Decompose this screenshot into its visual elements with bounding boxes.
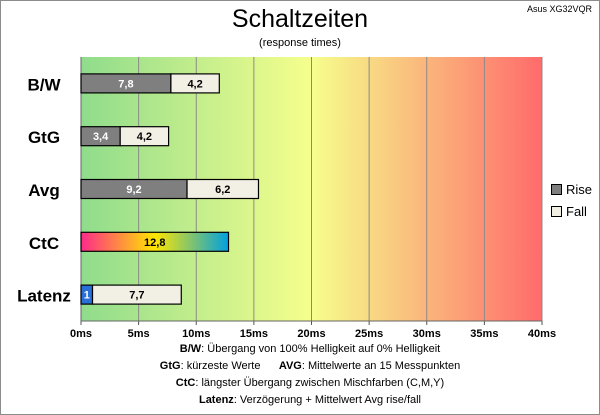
chart-title: Schaltzeiten (231, 5, 369, 33)
bar-fall-avg (186, 178, 260, 200)
data-label-fall-b-w: 4,2 (187, 78, 202, 90)
bar-rise-ctc (80, 231, 230, 252)
x-tick-label: 20ms (297, 328, 325, 340)
legend-item-rise: Rise (551, 178, 592, 200)
data-label-rise-avg: 9,2 (126, 184, 141, 196)
note-bw: B/W: Übergang von 100% Helligkeit auf 0%… (179, 343, 441, 355)
data-label-rise-b-w: 7,8 (118, 78, 133, 90)
x-tick-label: 30ms (413, 328, 441, 340)
bar-fall-gtg (119, 126, 170, 147)
x-tick-label: 5ms (128, 328, 150, 340)
legend-swatch-rise (551, 183, 562, 195)
x-tick-label: 10ms (182, 328, 210, 340)
legend-swatch-fall (551, 205, 562, 217)
data-label-fall-avg: 6,2 (215, 184, 230, 196)
category-label-b-w: B/W (27, 75, 61, 94)
data-label-rise-gtg: 3,4 (93, 131, 109, 143)
bar-fall-b-w (170, 73, 220, 94)
x-tick-label: 15ms (240, 328, 268, 340)
x-tick-label: 0ms (70, 328, 92, 340)
data-label-rise-latenz: 1 (84, 290, 90, 302)
legend-label-rise: Rise (566, 181, 593, 197)
data-label-rise-ctc: 12,8 (144, 237, 165, 249)
model-label: Asus XG32VQR (526, 4, 592, 14)
chart-subtitle: (response times) (259, 37, 341, 49)
legend-item-fall: Fall (551, 200, 592, 222)
note-latenz: Latenz: Verzögerung + Mittelwert Avg ris… (198, 394, 422, 406)
data-label-fall-latenz: 7,7 (129, 290, 144, 302)
x-tick-label: 35ms (470, 328, 498, 340)
category-label-avg: Avg (28, 181, 60, 200)
category-label-gtg: GtG (28, 128, 60, 147)
footnotes: B/W: Übergang von 100% Helligkeit auf 0%… (0, 341, 600, 409)
bar-fall-latenz (91, 284, 182, 305)
category-label-latenz: Latenz (17, 287, 71, 306)
note-ctc: CtC: längster Übergang zwischen Mischfar… (175, 377, 445, 389)
x-tick-label: 40ms (528, 328, 556, 340)
legend-label-fall: Fall (566, 203, 587, 219)
data-label-fall-gtg: 4,2 (137, 131, 152, 143)
category-label-ctc: CtC (29, 234, 59, 253)
note-gtg-avg: GtG: kürzeste Werte AVG: Mittelwerte an … (159, 360, 461, 372)
x-tick-label: 25ms (355, 328, 383, 340)
legend: Rise Fall (551, 178, 592, 222)
